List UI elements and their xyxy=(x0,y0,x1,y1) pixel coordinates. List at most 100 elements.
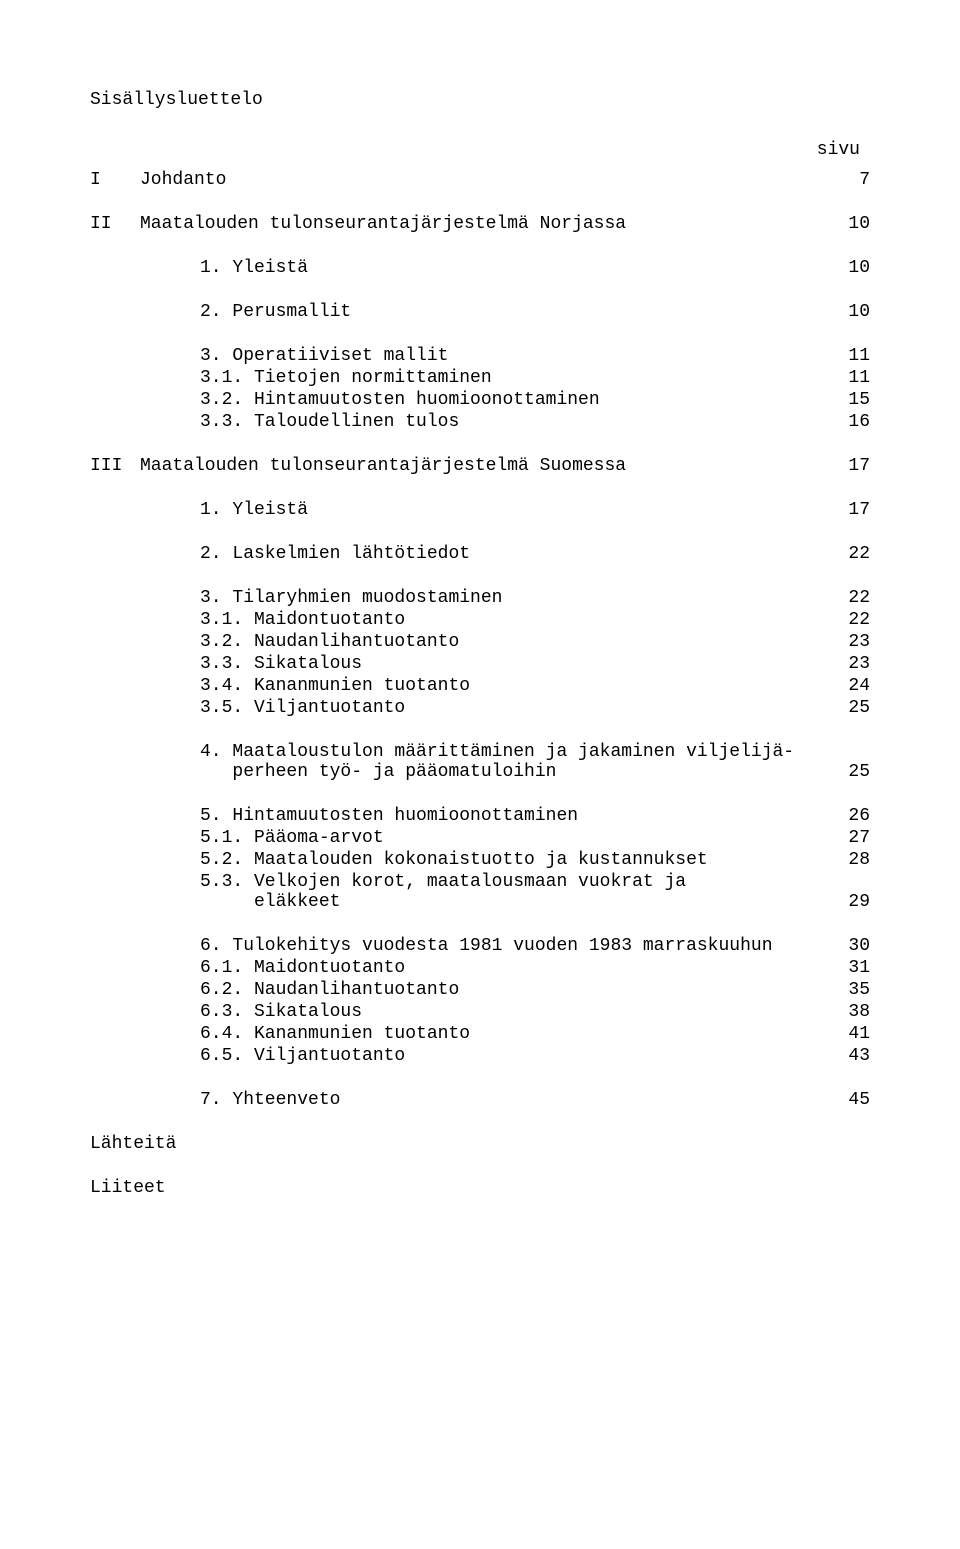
toc-entry-page: 10 xyxy=(820,302,870,322)
toc-entry: 6. Tulokehitys vuodesta 1981 vuoden 1983… xyxy=(90,936,870,956)
toc-entry-text: 5.3. Velkojen korot, maatalousmaan vuokr… xyxy=(140,872,820,912)
toc-entry-label: I xyxy=(90,170,140,190)
toc-entry-label xyxy=(90,1090,140,1110)
footer-liiteet: Liiteet xyxy=(90,1178,870,1198)
toc-entry-label xyxy=(90,872,140,912)
toc-entry: 6.1. Maidontuotanto31 xyxy=(90,958,870,978)
toc-entry-page: 22 xyxy=(820,610,870,630)
toc-entry-page: 25 xyxy=(820,698,870,718)
toc-entry-label xyxy=(90,1046,140,1066)
toc-entry-label xyxy=(90,742,140,782)
toc-entry-page: 38 xyxy=(820,1002,870,1022)
toc-entry-label xyxy=(90,936,140,956)
toc-entry: IIMaatalouden tulonseurantajärjestelmä N… xyxy=(90,214,870,234)
toc-entry-page: 15 xyxy=(820,390,870,410)
toc-entry-page: 22 xyxy=(820,544,870,564)
toc-entry-text: 3.4. Kananmunien tuotanto xyxy=(140,676,820,696)
toc-entry-label xyxy=(90,346,140,366)
toc-entry-page: 11 xyxy=(820,368,870,388)
toc-entry-label: III xyxy=(90,456,140,476)
toc-entry: 6.3. Sikatalous38 xyxy=(90,1002,870,1022)
toc-entry-text: 3.1. Tietojen normittaminen xyxy=(140,368,820,388)
toc-entry: 6.4. Kananmunien tuotanto41 xyxy=(90,1024,870,1044)
toc-entry-text: 7. Yhteenveto xyxy=(140,1090,820,1110)
toc-entry-label xyxy=(90,958,140,978)
toc-entry-text: 6.2. Naudanlihantuotanto xyxy=(140,980,820,1000)
toc-entry-label xyxy=(90,302,140,322)
toc-entry: IIIMaatalouden tulonseurantajärjestelmä … xyxy=(90,456,870,476)
toc-entry-text: 3.2. Naudanlihantuotanto xyxy=(140,632,820,652)
toc-entry: 3.3. Sikatalous23 xyxy=(90,654,870,674)
toc-entry: 5.1. Pääoma-arvot27 xyxy=(90,828,870,848)
toc-entry-label xyxy=(90,850,140,870)
toc-entry-label xyxy=(90,588,140,608)
toc-entry-text: 3.2. Hintamuutosten huomioonottaminen xyxy=(140,390,820,410)
toc-entry-text: Maatalouden tulonseurantajärjestelmä Nor… xyxy=(140,214,820,234)
toc-entry-text: 3.5. Viljantuotanto xyxy=(140,698,820,718)
toc-entry-label xyxy=(90,1024,140,1044)
toc-entry-label xyxy=(90,544,140,564)
toc-entry-text: 6. Tulokehitys vuodesta 1981 vuoden 1983… xyxy=(140,936,820,956)
toc-entry-text: 1. Yleistä xyxy=(140,258,820,278)
toc-entry-page: 25 xyxy=(820,762,870,782)
toc-entry: 5. Hintamuutosten huomioonottaminen26 xyxy=(90,806,870,826)
toc-entry: 5.3. Velkojen korot, maatalousmaan vuokr… xyxy=(90,872,870,912)
page-header: sivu xyxy=(90,140,870,160)
toc-entry-label xyxy=(90,698,140,718)
toc-entry-text: 6.1. Maidontuotanto xyxy=(140,958,820,978)
toc-entry-page: 22 xyxy=(820,588,870,608)
toc-entry-label xyxy=(90,500,140,520)
toc-entry-text: 2. Perusmallit xyxy=(140,302,820,322)
toc-entry-page: 10 xyxy=(820,258,870,278)
toc-entry-text: 6.4. Kananmunien tuotanto xyxy=(140,1024,820,1044)
toc-entry-text: 3.3. Taloudellinen tulos xyxy=(140,412,820,432)
toc-entry-text: Johdanto xyxy=(140,170,820,190)
toc-entry-text: 5. Hintamuutosten huomioonottaminen xyxy=(140,806,820,826)
toc-title: Sisällysluettelo xyxy=(90,90,870,110)
toc-entry-label xyxy=(90,806,140,826)
toc-entry-page: 31 xyxy=(820,958,870,978)
toc-page: Sisällysluettelo sivu IJohdanto7 IIMaatal… xyxy=(0,0,960,1258)
toc-entry-page: 26 xyxy=(820,806,870,826)
toc-entry-page: 11 xyxy=(820,346,870,366)
toc-entry-page: 10 xyxy=(820,214,870,234)
toc-entry-text: 3.3. Sikatalous xyxy=(140,654,820,674)
toc-entry: 2. Perusmallit10 xyxy=(90,302,870,322)
toc-entry-label xyxy=(90,390,140,410)
toc-entry-text: 5.1. Pääoma-arvot xyxy=(140,828,820,848)
toc-entry: 3.3. Taloudellinen tulos16 xyxy=(90,412,870,432)
toc-entry: 3. Tilaryhmien muodostaminen22 xyxy=(90,588,870,608)
toc-entry-label xyxy=(90,632,140,652)
toc-entry-text: 1. Yleistä xyxy=(140,500,820,520)
toc-entry-label xyxy=(90,828,140,848)
toc-entry: 6.5. Viljantuotanto43 xyxy=(90,1046,870,1066)
toc-entry-label xyxy=(90,412,140,432)
toc-entry: 3.1. Tietojen normittaminen11 xyxy=(90,368,870,388)
toc-entry-page: 35 xyxy=(820,980,870,1000)
toc-entry: 3. Operatiiviset mallit11 xyxy=(90,346,870,366)
toc-entry-page: 30 xyxy=(820,936,870,956)
toc-entry-page: 28 xyxy=(820,850,870,870)
toc-entry-label xyxy=(90,258,140,278)
toc-entry: 4. Maataloustulon määrittäminen ja jakam… xyxy=(90,742,870,782)
toc-entry: 1. Yleistä10 xyxy=(90,258,870,278)
toc-entry-page: 17 xyxy=(820,500,870,520)
toc-entry: 6.2. Naudanlihantuotanto35 xyxy=(90,980,870,1000)
toc-entry: 2. Laskelmien lähtötiedot22 xyxy=(90,544,870,564)
toc-entry-page: 29 xyxy=(820,892,870,912)
toc-entry-page: 41 xyxy=(820,1024,870,1044)
toc-entry-text: 3. Operatiiviset mallit xyxy=(140,346,820,366)
toc-entry: 7. Yhteenveto45 xyxy=(90,1090,870,1110)
footer-lahteita: Lähteitä xyxy=(90,1134,870,1154)
toc-entry-page: 23 xyxy=(820,654,870,674)
toc-entry-text: 2. Laskelmien lähtötiedot xyxy=(140,544,820,564)
toc-entry-text: 5.2. Maatalouden kokonaistuotto ja kusta… xyxy=(140,850,820,870)
toc-entry-label xyxy=(90,368,140,388)
toc-entry-page: 16 xyxy=(820,412,870,432)
toc-entry-page: 23 xyxy=(820,632,870,652)
toc-entry-page: 24 xyxy=(820,676,870,696)
toc-entry-text: 6.3. Sikatalous xyxy=(140,1002,820,1022)
toc-entry-page: 7 xyxy=(820,170,870,190)
toc-entry-text: Maatalouden tulonseurantajärjestelmä Suo… xyxy=(140,456,820,476)
toc-entry: 5.2. Maatalouden kokonaistuotto ja kusta… xyxy=(90,850,870,870)
